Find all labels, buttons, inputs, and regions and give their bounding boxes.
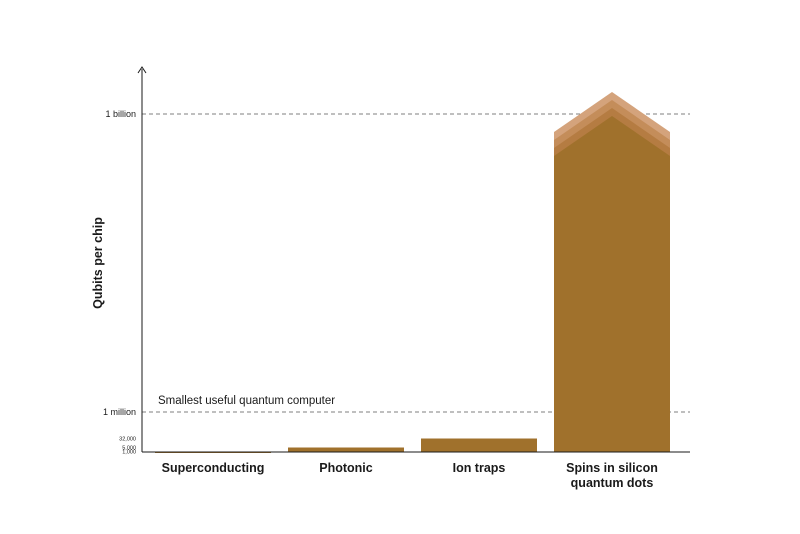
y-tick-label: 1,000: [122, 450, 136, 456]
y-axis-arrow-icon: [137, 66, 147, 74]
bar: [288, 447, 404, 452]
category-label: Spins in silicon quantum dots: [566, 461, 658, 490]
y-axis: [137, 66, 690, 453]
y-tick-label: 5,000: [122, 446, 136, 452]
category-label: Photonic: [319, 461, 373, 475]
bar: [421, 438, 537, 452]
bar: [554, 116, 670, 452]
reference-line-label: Smallest useful quantum computer: [158, 395, 335, 407]
y-tick-label: 1 million: [103, 407, 136, 417]
y-tick-label: 32,000: [119, 437, 136, 443]
bars: [155, 92, 670, 453]
category-label: Ion traps: [453, 461, 506, 475]
category-label: Superconducting: [162, 461, 265, 475]
y-axis-label: Qubits per chip: [91, 217, 105, 309]
y-tick-label: 1 billion: [105, 109, 136, 119]
category-labels: Superconducting Photonic Ion traps Spins in…: [162, 461, 658, 490]
